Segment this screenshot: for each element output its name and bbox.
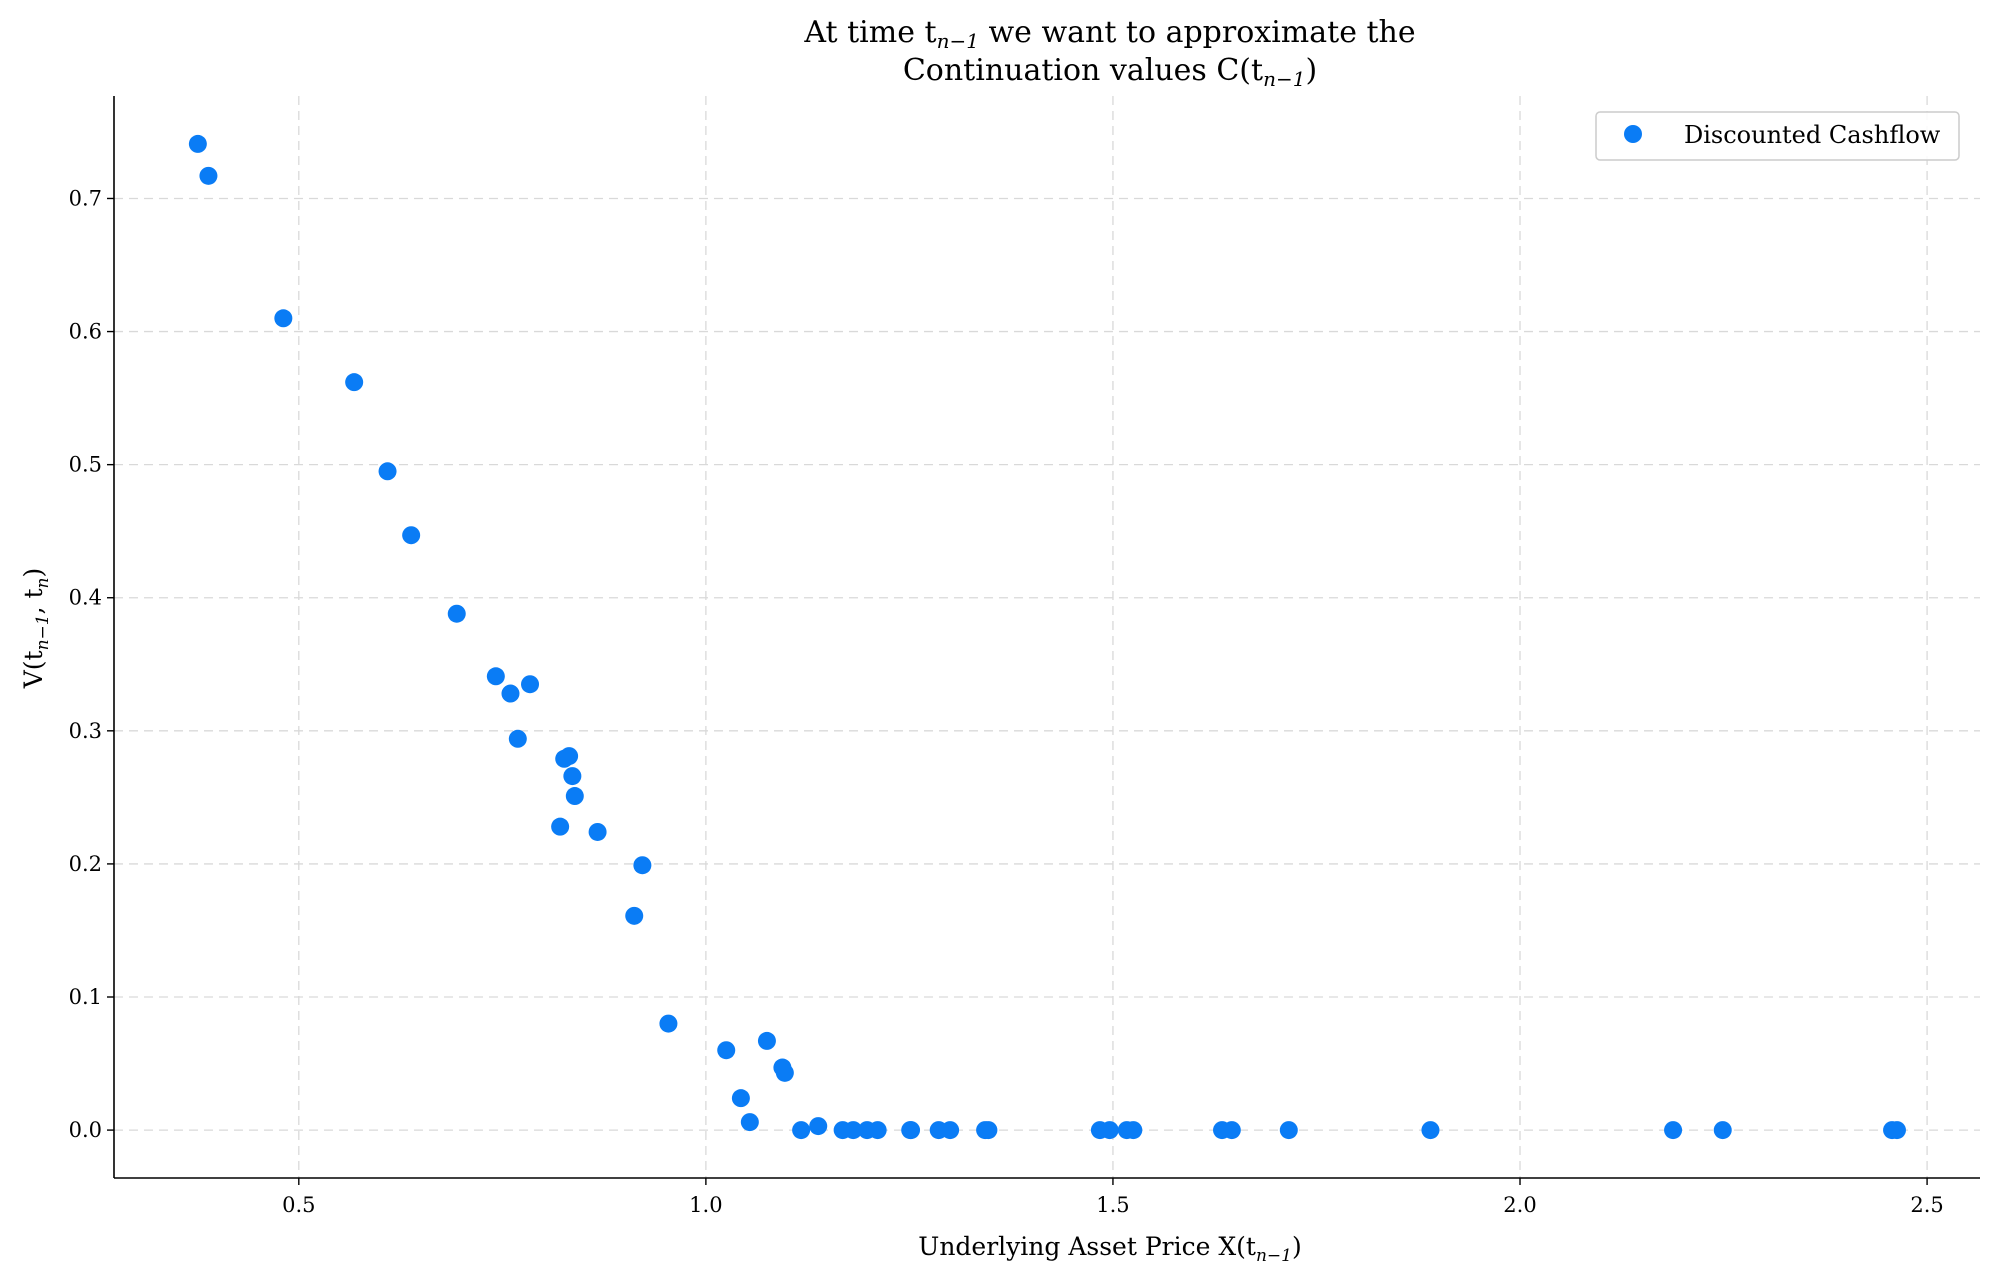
data-point <box>560 747 579 766</box>
data-point <box>792 1121 811 1140</box>
data-point <box>979 1121 998 1140</box>
data-points <box>188 134 1906 1140</box>
data-point <box>1664 1121 1683 1140</box>
chart-title-line-2: Continuation values C(tn−1) <box>903 53 1317 91</box>
data-point <box>633 856 652 875</box>
data-point <box>199 166 218 185</box>
data-point <box>757 1031 776 1050</box>
data-point <box>775 1063 794 1082</box>
data-point <box>731 1089 750 1108</box>
legend-entry-label: Discounted Cashflow <box>1684 121 1941 149</box>
data-point <box>565 787 584 806</box>
x-axis-ticks: 0.5 1.0 1.5 2.0 2.5 <box>282 1178 1944 1217</box>
data-point <box>402 526 421 545</box>
y-tick-label: 0.6 <box>69 320 102 344</box>
data-point <box>1124 1121 1143 1140</box>
y-axis-label: V(tn−1, tn) <box>19 568 53 690</box>
legend-box <box>1595 111 1960 161</box>
chart-title-line-1: At time tn−1 we want to approximate the <box>803 15 1415 53</box>
data-point <box>447 604 466 623</box>
x-tick-label: 1.5 <box>1096 1193 1129 1217</box>
data-point <box>1713 1121 1732 1140</box>
y-axis-ticks: 0.0 0.1 0.2 0.3 0.4 0.5 0.6 0.7 <box>69 186 114 1142</box>
x-tick-label: 1.0 <box>689 1193 722 1217</box>
data-point <box>1279 1121 1298 1140</box>
y-tick-label: 0.0 <box>69 1118 102 1142</box>
data-point <box>902 1121 921 1140</box>
data-point <box>868 1121 887 1140</box>
data-point <box>345 373 364 392</box>
data-point <box>1222 1121 1241 1140</box>
data-point <box>486 667 505 686</box>
data-point <box>625 906 644 925</box>
data-point <box>551 817 570 836</box>
data-point <box>717 1041 736 1060</box>
data-point <box>588 822 607 841</box>
data-point <box>521 675 540 694</box>
y-tick-label: 0.1 <box>69 985 102 1009</box>
y-tick-label: 0.2 <box>69 852 102 876</box>
data-point <box>809 1117 828 1136</box>
data-point <box>188 134 207 153</box>
legend: Discounted Cashflow <box>1595 111 1960 161</box>
x-tick-label: 2.5 <box>1910 1193 1943 1217</box>
x-axis-label: Underlying Asset Price X(tn−1) <box>918 1232 1301 1266</box>
data-point <box>740 1113 759 1132</box>
legend-marker <box>1624 125 1642 143</box>
y-tick-label: 0.5 <box>69 453 102 477</box>
x-tick-label: 0.5 <box>282 1193 315 1217</box>
y-tick-label: 0.4 <box>69 586 102 610</box>
data-point <box>378 462 397 481</box>
x-tick-label: 2.0 <box>1503 1193 1536 1217</box>
data-point <box>501 684 520 703</box>
data-point <box>508 729 527 748</box>
data-point <box>844 1121 863 1140</box>
data-point <box>563 767 582 786</box>
data-point <box>1887 1121 1906 1140</box>
y-tick-label: 0.3 <box>69 719 102 743</box>
data-point <box>659 1014 678 1033</box>
grid-lines <box>114 96 1980 1178</box>
data-point <box>274 309 293 328</box>
data-point <box>1100 1121 1119 1140</box>
data-point <box>1421 1121 1440 1140</box>
y-tick-label: 0.7 <box>69 186 102 210</box>
data-point <box>941 1121 960 1140</box>
